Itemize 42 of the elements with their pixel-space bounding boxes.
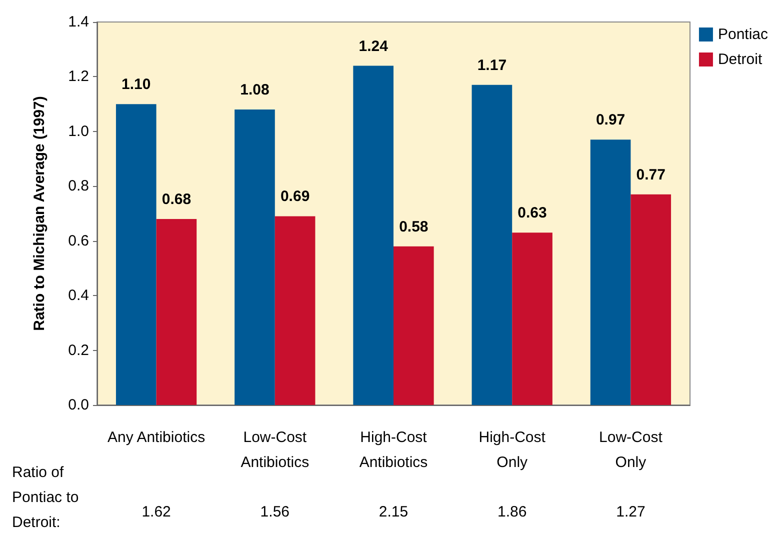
bar [353, 66, 394, 405]
data-label: 1.17 [477, 56, 507, 74]
data-label: 0.68 [162, 190, 192, 208]
y-tick-label: 0.6 [68, 232, 89, 250]
bar [590, 140, 631, 405]
bar [274, 216, 316, 405]
y-tick-label: 1.0 [68, 122, 89, 140]
bar [472, 84, 512, 405]
y-tick-label: 1.2 [68, 68, 89, 86]
data-label: 1.10 [122, 76, 151, 94]
x-tick-label: Low-Cost Only [599, 429, 664, 471]
data-label: 0.77 [636, 166, 666, 184]
x-tick-label: Any Antibiotics [108, 429, 206, 446]
x-tick-label: High-Cost Only [478, 429, 546, 471]
data-label: 0.63 [518, 204, 547, 222]
bar [156, 218, 197, 405]
y-axis-title: Ratio to Michigan Average (1997) [31, 96, 48, 331]
legend-label: Pontiac [718, 26, 768, 43]
text: 1.56 [260, 504, 290, 520]
y-tick-label: 0.4 [68, 287, 89, 304]
text: 1.62 [142, 504, 171, 520]
data-label: 0.58 [399, 218, 428, 236]
y-tick-label: 1.4 [68, 14, 89, 30]
text: 1.86 [498, 504, 527, 520]
y-tick-label: 0.2 [68, 342, 89, 359]
x-tick-label: Low-Cost Antibiotics [240, 429, 310, 471]
y-tick-label: 0.0 [68, 396, 89, 414]
text: Ratio of Pontiac to Detroit: [12, 464, 79, 531]
legend-label: Detroit [718, 51, 763, 68]
text: 1.27 [616, 504, 646, 520]
data-label: 1.08 [240, 82, 270, 99]
bar [234, 110, 275, 405]
x-tick-label: High-Cost Antibiotics [359, 429, 428, 471]
bar [394, 246, 434, 405]
data-label: 1.24 [358, 38, 389, 55]
data-label: 0.69 [280, 188, 310, 206]
bar [512, 232, 552, 405]
bar [116, 104, 156, 405]
text: 2.15 [378, 504, 408, 520]
bar [630, 194, 672, 405]
data-label: 0.97 [596, 112, 626, 129]
y-tick-label: 0.8 [68, 178, 89, 195]
